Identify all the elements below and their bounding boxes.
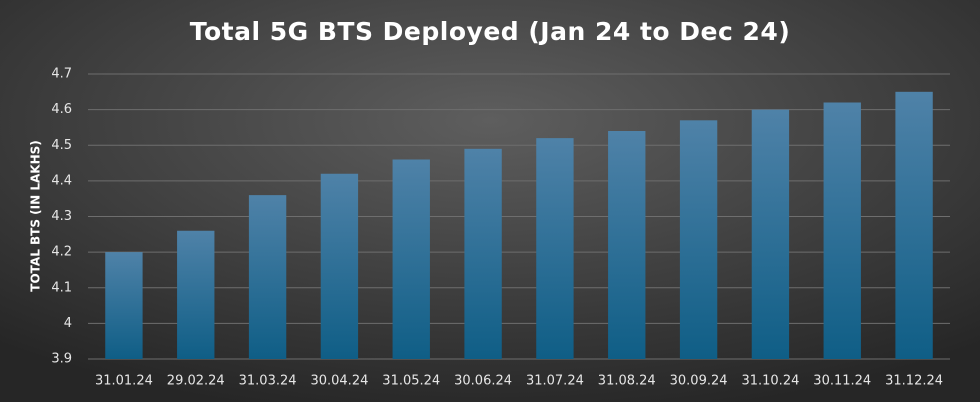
chart-title: Total 5G BTS Deployed (Jan 24 to Dec 24) [190, 17, 791, 46]
bar [679, 120, 718, 359]
y-tick-label: 4.5 [51, 138, 72, 153]
x-tick-label: 31.10.24 [741, 374, 799, 389]
bar [464, 148, 502, 359]
bar [823, 102, 861, 359]
x-tick-label: 31.12.24 [885, 374, 943, 389]
y-tick-label: 4.2 [51, 245, 72, 260]
y-tick-label: 4.1 [51, 280, 72, 295]
y-axis-label: TOTAL BTS (IN LAKHS) [29, 140, 43, 291]
x-tick-label: 30.11.24 [813, 374, 871, 389]
x-tick-label: 30.06.24 [454, 374, 512, 389]
bar [536, 138, 574, 359]
x-tick-label: 29.02.24 [167, 374, 225, 389]
x-tick-label: 30.09.24 [670, 374, 728, 389]
y-tick-label: 4.3 [51, 209, 72, 224]
bar [608, 131, 646, 359]
y-tick-label: 4.4 [51, 173, 72, 188]
y-tick-label: 3.9 [51, 352, 72, 367]
bar [177, 230, 215, 359]
y-tick-label: 4.7 [51, 67, 72, 82]
x-tick-label: 30.04.24 [310, 374, 368, 389]
bar [895, 91, 933, 359]
x-tick-label: 31.05.24 [382, 374, 440, 389]
x-tick-label: 31.08.24 [598, 374, 656, 389]
bar [392, 159, 430, 359]
x-tick-label: 31.07.24 [526, 374, 584, 389]
bar [105, 252, 143, 359]
x-tick-label: 31.03.24 [239, 374, 297, 389]
bar [320, 173, 359, 359]
y-tick-label: 4 [64, 316, 72, 331]
bar [248, 195, 287, 359]
y-tick-label: 4.6 [51, 102, 72, 117]
x-tick-label: 31.01.24 [95, 374, 153, 389]
bar [751, 109, 790, 359]
